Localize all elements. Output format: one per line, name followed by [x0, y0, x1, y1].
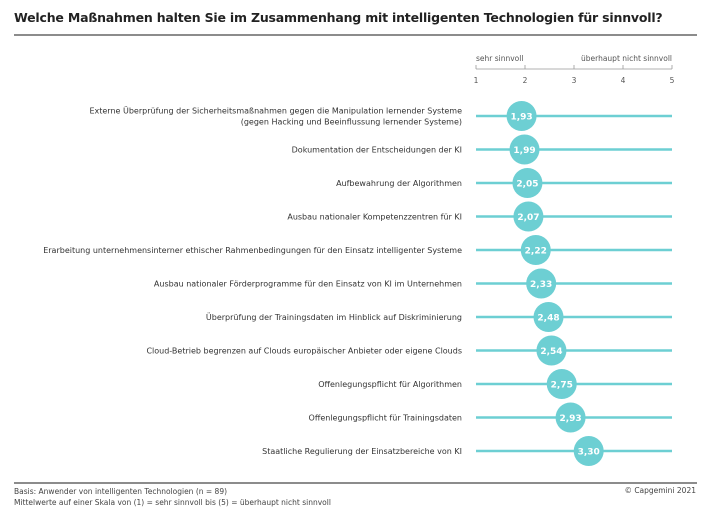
value-label: 2,07 [517, 213, 539, 223]
chart-row: Offenlegungspflicht für Algorithmen 2,75 [318, 369, 672, 399]
value-bubble [533, 302, 564, 332]
value-label: 3,30 [578, 448, 600, 458]
row-label: Cloud-Betrieb begrenzen auf Clouds europ… [146, 347, 462, 356]
value-label: 2,54 [540, 347, 562, 357]
axis-tick-label: 1 [474, 76, 479, 85]
row-label: Externe Überprüfung der Sicherheitsmaßna… [89, 106, 462, 116]
chart-row: Dokumentation der Entscheidungen der KI 1… [292, 134, 672, 165]
row-label: Staatliche Regulierung der Einsatzbereic… [262, 447, 462, 456]
chart-title: Welche Maßnahmen halten Sie im Zusammenh… [14, 10, 663, 25]
value-label: 2,48 [537, 314, 559, 324]
value-bubble [506, 101, 537, 131]
chart-row: Ausbau nationaler Kompetenzzentren für K… [287, 201, 672, 232]
value-label: 2,93 [559, 414, 581, 424]
axis-tick-label: 2 [523, 76, 528, 85]
value-bubble [536, 335, 567, 366]
chart-row: Ausbau nationaler Förderprogramme für de… [154, 268, 672, 299]
scale-axis: sehr sinnvoll überhaupt nicht sinnvoll 1 2 3… [474, 54, 675, 85]
row-label: (gegen Hacking und Beeinflussung lernend… [241, 118, 462, 127]
value-bubble [546, 369, 577, 399]
footer-divider [14, 482, 697, 484]
axis-tick-label: 4 [621, 76, 626, 85]
axis-tick-label: 3 [572, 76, 577, 85]
value-bubble [512, 168, 543, 198]
row-label: Offenlegungspflicht für Algorithmen [318, 380, 462, 389]
row-label: Ausbau nationaler Kompetenzzentren für K… [287, 213, 462, 222]
row-label: Ausbau nationaler Förderprogramme für de… [154, 280, 462, 289]
value-bubble [526, 268, 557, 299]
value-bubble [573, 436, 604, 466]
value-bubble [513, 201, 544, 232]
footer-notes: Basis: Anwender von intelligenten Techno… [14, 486, 331, 508]
value-label: 2,33 [530, 280, 552, 290]
chart-row: Überprüfung der Trainingsdaten im Hinbli… [206, 302, 672, 332]
value-label: 2,75 [551, 381, 573, 391]
row-label: Offenlegungspflicht für Trainingsdaten [309, 414, 462, 423]
chart-row: Cloud-Betrieb begrenzen auf Clouds europ… [146, 335, 672, 366]
row-label: Dokumentation der Entscheidungen der KI [292, 146, 462, 155]
chart-rows: Externe Überprüfung der Sicherheitsmaßna… [43, 101, 672, 466]
row-label: Erarbeitung unternehmensinterner ethisch… [43, 246, 462, 255]
value-label: 2,22 [525, 247, 547, 257]
footer-basis: Basis: Anwender von intelligenten Techno… [14, 487, 228, 496]
row-label: Überprüfung der Trainingsdaten im Hinbli… [206, 312, 462, 322]
value-bubble [520, 235, 551, 265]
copyright: © Capgemini 2021 [624, 486, 696, 495]
axis-tick-label: 5 [670, 76, 675, 85]
value-label: 2,05 [516, 180, 538, 190]
scale-left-label: sehr sinnvoll [476, 54, 523, 63]
footer-scale-note: Mittelwerte auf einer Skala von (1) = se… [14, 498, 331, 507]
value-bubble [509, 134, 540, 165]
row-label: Aufbewahrung der Algorithmen [336, 179, 462, 188]
title-divider [14, 34, 697, 36]
chart-row: Externe Überprüfung der Sicherheitsmaßna… [89, 101, 672, 131]
chart-row: Aufbewahrung der Algorithmen 2,05 [336, 168, 672, 198]
value-bubble [555, 402, 586, 433]
chart-row: Offenlegungspflicht für Trainingsdaten 2,… [309, 402, 672, 433]
value-label: 1,93 [510, 113, 532, 123]
chart-row: Staatliche Regulierung der Einsatzbereic… [262, 436, 672, 466]
value-label: 1,99 [513, 146, 535, 156]
scale-right-label: überhaupt nicht sinnvoll [581, 54, 672, 63]
chart-row: Erarbeitung unternehmensinterner ethisch… [43, 235, 672, 265]
